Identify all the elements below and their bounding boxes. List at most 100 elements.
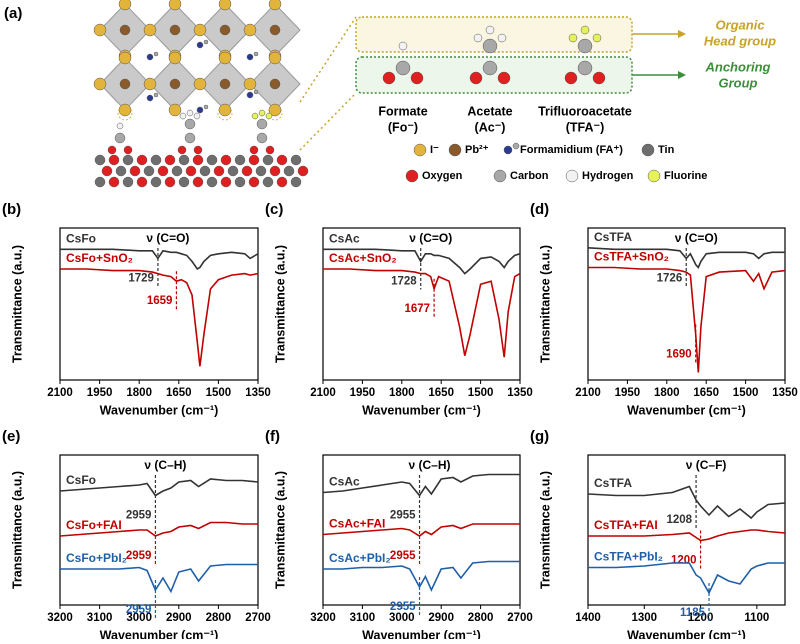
x-tick-label: 3000 bbox=[389, 612, 415, 624]
atom bbox=[157, 165, 169, 177]
atom bbox=[568, 33, 578, 43]
chart-panel: (f) 3200 3100 3000 2900 2800 2700 Wavenumber (c… bbox=[265, 428, 533, 642]
chart-panel: (b) 2100 1950 1800 1650 1500 1350 Wavenumber (c… bbox=[2, 201, 271, 417]
atom bbox=[220, 154, 232, 166]
x-tick-label: 1650 bbox=[428, 387, 454, 399]
atom bbox=[218, 51, 232, 65]
x-tick-label: 1800 bbox=[389, 387, 415, 399]
x-axis-label: Wavenumber (cm⁻¹) bbox=[627, 628, 746, 639]
atom bbox=[269, 165, 281, 177]
spectrum bbox=[59, 521, 258, 537]
chart-panel: (c) 2100 1950 1800 1650 1500 1350 Wavenumber (c… bbox=[265, 201, 533, 417]
atom bbox=[184, 118, 196, 130]
atom bbox=[243, 23, 257, 37]
x-axis-label: Wavenumber (cm⁻¹) bbox=[362, 628, 481, 639]
annotation: ν (C–H) bbox=[144, 458, 186, 472]
x-tick-label: 1300 bbox=[631, 612, 657, 624]
panel-label: (c) bbox=[265, 201, 283, 218]
peak-label: 1726 bbox=[657, 272, 683, 284]
plot-frame bbox=[59, 454, 259, 606]
atom bbox=[94, 154, 106, 166]
x-tick-label: 2800 bbox=[206, 612, 232, 624]
spectrum bbox=[60, 248, 259, 271]
atom bbox=[398, 41, 408, 51]
x-tick-label: 3200 bbox=[310, 612, 336, 624]
series-name: CsAc+PbI₂ bbox=[329, 551, 391, 565]
atom bbox=[580, 25, 590, 35]
panel-a: (a) Organic Head group Anchoring Group F… bbox=[4, 0, 776, 188]
atom bbox=[168, 103, 182, 117]
atom bbox=[218, 0, 232, 11]
atom bbox=[283, 165, 295, 177]
x-tick-label: 1800 bbox=[126, 387, 152, 399]
atom bbox=[647, 169, 661, 183]
atom bbox=[297, 165, 309, 177]
legend-label: Formamidium (FA⁺) bbox=[520, 144, 623, 156]
series-name: CsFo+FAI bbox=[66, 518, 122, 532]
atom bbox=[122, 154, 134, 166]
x-tick-label: 1500 bbox=[206, 387, 232, 399]
atom bbox=[234, 176, 246, 188]
atom bbox=[410, 71, 424, 85]
atom bbox=[512, 142, 520, 150]
spectrum bbox=[60, 563, 258, 594]
atom bbox=[413, 143, 427, 157]
molecule-abbr: (Ac⁻) bbox=[475, 120, 506, 134]
atom bbox=[248, 176, 260, 188]
atom bbox=[265, 112, 273, 120]
atom bbox=[469, 71, 483, 85]
atom bbox=[227, 165, 239, 177]
plot-frame bbox=[587, 454, 786, 606]
peak-label: 1200 bbox=[671, 555, 697, 567]
atom bbox=[108, 176, 120, 188]
atom bbox=[219, 78, 231, 90]
peak-label: 2959 bbox=[126, 510, 152, 522]
head-label: Organic bbox=[715, 17, 765, 32]
x-tick-label: 2900 bbox=[428, 612, 454, 624]
atom bbox=[193, 23, 207, 37]
atom bbox=[199, 165, 211, 177]
atom bbox=[641, 143, 655, 157]
anchor-label: Group bbox=[719, 75, 758, 90]
atom bbox=[185, 165, 197, 177]
atom bbox=[592, 71, 606, 85]
vacancy bbox=[117, 105, 133, 121]
x-tick-label: 2800 bbox=[468, 612, 494, 624]
x-tick-label: 2900 bbox=[166, 612, 192, 624]
annotation: ν (C=O) bbox=[409, 231, 452, 245]
atom bbox=[168, 51, 182, 65]
x-tick-label: 1650 bbox=[693, 387, 719, 399]
atom bbox=[164, 154, 176, 166]
atom bbox=[93, 23, 107, 37]
atom bbox=[268, 0, 282, 11]
atom bbox=[258, 109, 266, 117]
series-name: CsTFA+SnO₂ bbox=[594, 250, 669, 264]
series-name: CsTFA bbox=[594, 230, 632, 244]
legend-label: Pb²⁺ bbox=[465, 144, 489, 156]
peak-label: 2955 bbox=[390, 510, 416, 522]
atom bbox=[184, 132, 196, 144]
x-axis-label: Wavenumber (cm⁻¹) bbox=[100, 403, 219, 417]
atom bbox=[253, 89, 259, 95]
legend-label: Carbon bbox=[510, 170, 549, 182]
panel-label: (g) bbox=[530, 428, 549, 445]
atom bbox=[290, 176, 302, 188]
x-axis-label: Wavenumber (cm⁻¹) bbox=[362, 403, 481, 417]
atom bbox=[405, 169, 419, 183]
x-tick-label: 1400 bbox=[575, 612, 601, 624]
peak-label: 2955 bbox=[390, 601, 416, 613]
atom bbox=[143, 77, 157, 91]
atom bbox=[192, 154, 204, 166]
peak-label: 2959 bbox=[126, 550, 152, 562]
atom bbox=[249, 145, 259, 155]
atom bbox=[129, 165, 141, 177]
atom bbox=[196, 41, 204, 49]
molecule-name: Formate bbox=[378, 104, 427, 118]
peak-label: 2959 bbox=[126, 604, 152, 616]
atom bbox=[193, 145, 203, 155]
atom bbox=[116, 122, 124, 130]
atom bbox=[108, 154, 120, 166]
legend-label: Fluorine bbox=[664, 170, 707, 182]
atom bbox=[262, 176, 274, 188]
